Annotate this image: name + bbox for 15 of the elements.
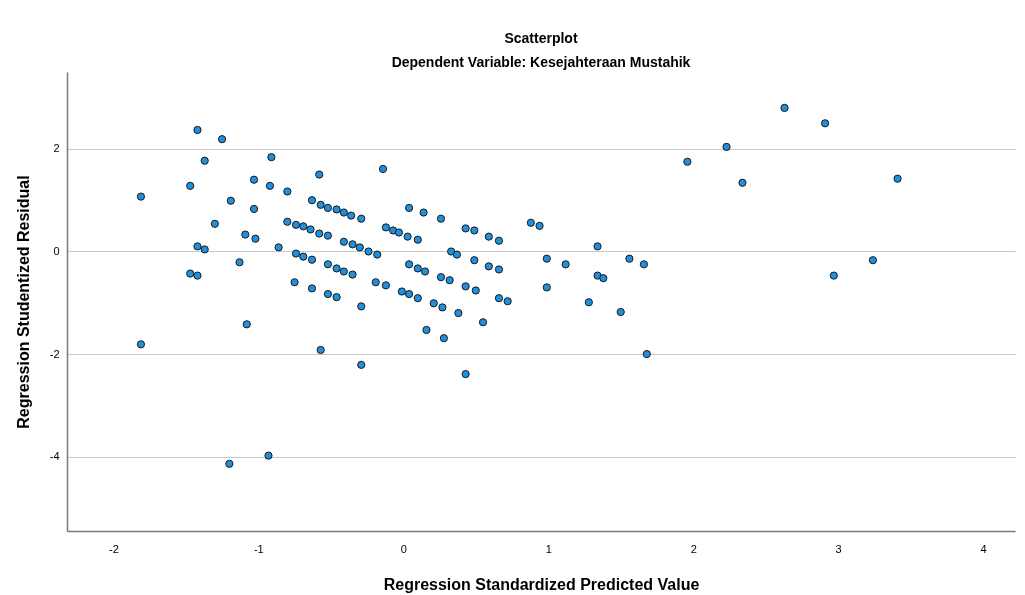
x-tick-label: 2 — [690, 542, 697, 555]
x-tick-label: 0 — [400, 542, 407, 555]
x-tick-label: -2 — [108, 542, 119, 555]
x-tick-label: 1 — [545, 542, 552, 555]
x-tick-label: 4 — [980, 542, 987, 555]
chart-subtitle: Dependent Variable: Kesejahteraan Mustahik — [391, 54, 691, 70]
chart-title: Scatterplot — [504, 30, 578, 46]
x-tick-label: 3 — [835, 542, 842, 555]
x-tick-label: -1 — [253, 542, 264, 555]
y-tick-label: 2 — [53, 142, 60, 155]
x-axis-title: Regression Standardized Predicted Value — [383, 575, 700, 593]
y-axis-title: Regression Studentized Residual — [14, 175, 32, 429]
y-tick-label: -2 — [49, 347, 60, 360]
y-tick-label: -4 — [49, 450, 60, 463]
y-tick-label: 0 — [53, 245, 60, 257]
